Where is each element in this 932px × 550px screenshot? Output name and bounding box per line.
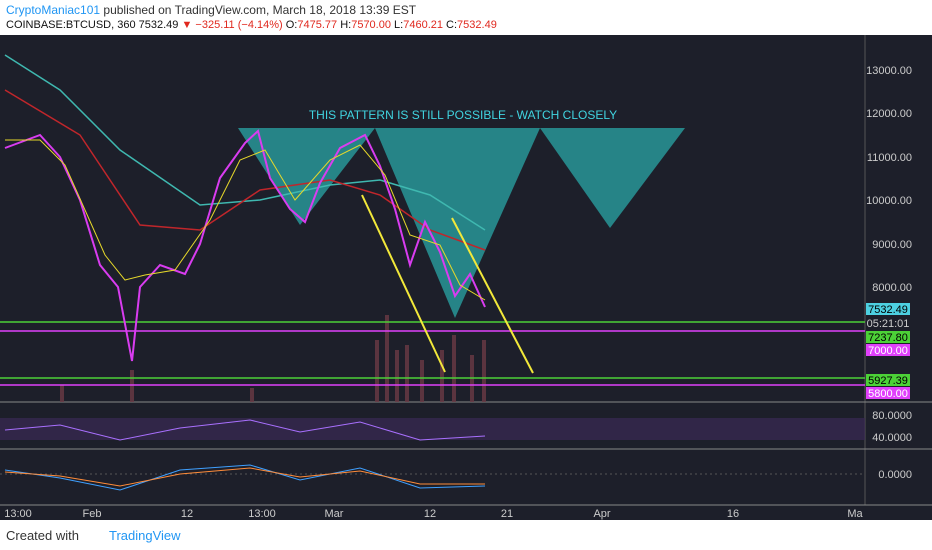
ohlc-key: C: bbox=[446, 19, 458, 31]
ohlc-key: H: bbox=[340, 19, 352, 31]
rsi-label: 40.0000 bbox=[872, 432, 912, 444]
time-label: Mar bbox=[325, 508, 344, 520]
price-tag-bg bbox=[866, 374, 910, 386]
time-label: 12 bbox=[181, 508, 193, 520]
footer: Created with TradingView bbox=[6, 528, 181, 543]
signal-line bbox=[4, 467, 485, 487]
price-tag: 5927.39 bbox=[868, 375, 908, 387]
header-line: CryptoManiac101 published on TradingView… bbox=[6, 3, 416, 17]
price-tag: 5800.00 bbox=[868, 388, 908, 400]
created-with: Created with bbox=[6, 528, 79, 543]
rsi-label: 80.0000 bbox=[872, 410, 912, 422]
ohlc-value: 7460.21 bbox=[403, 19, 443, 31]
time-label: Feb bbox=[83, 508, 102, 520]
ohlc-value: 7475.77 bbox=[297, 19, 338, 31]
price-tag: 05:21:01 bbox=[867, 318, 910, 330]
moving-average bbox=[5, 139, 486, 301]
symbol: COINBASE:BTCUSD, 360 bbox=[6, 19, 136, 31]
price-label: 9000.00 bbox=[872, 239, 912, 251]
price-tag: 7532.49 bbox=[868, 304, 908, 316]
pattern-shoulder bbox=[540, 128, 685, 228]
ohlc-key: O: bbox=[285, 19, 298, 31]
pattern-head bbox=[375, 128, 540, 318]
ohlc: O:7475.77 H:7570.00 L:7460.21 C:7532.49 bbox=[286, 19, 497, 31]
brand[interactable]: TradingView bbox=[108, 528, 181, 543]
chart: THIS PATTERN IS STILL POSSIBLE - WATCH C… bbox=[0, 35, 932, 520]
price-tag-bg bbox=[866, 303, 910, 315]
price-tag-bg bbox=[866, 344, 910, 356]
published: published on TradingView.com, March 18, … bbox=[103, 3, 417, 17]
price-tag-bg bbox=[866, 331, 910, 343]
time-label: 21 bbox=[501, 508, 513, 520]
price-label: 11000.00 bbox=[867, 152, 912, 164]
price-label: 8000.00 bbox=[872, 282, 912, 294]
price-tag-bg bbox=[866, 317, 910, 329]
annotation: THIS PATTERN IS STILL POSSIBLE - WATCH C… bbox=[309, 108, 617, 122]
ohlc-value: 7570.00 bbox=[351, 19, 391, 31]
macd-line bbox=[4, 464, 486, 491]
trend-line bbox=[361, 194, 446, 373]
time-label: 13:00 bbox=[248, 508, 276, 520]
symbol-line: COINBASE:BTCUSD, 360 7532.49 ▼ −325.11 (… bbox=[6, 19, 497, 31]
author[interactable]: CryptoManiac101 bbox=[6, 3, 101, 17]
rsi-line bbox=[4, 419, 486, 441]
last-price: 7532.49 bbox=[138, 19, 179, 31]
moving-average bbox=[4, 89, 486, 251]
time-label: 12 bbox=[424, 508, 436, 520]
price-label: 10000.00 bbox=[866, 195, 912, 207]
time-label: 16 bbox=[727, 508, 739, 520]
macd-label: 0.0000 bbox=[878, 469, 912, 481]
price-tag-bg bbox=[866, 387, 910, 399]
ohlc-value: 7532.49 bbox=[457, 19, 497, 31]
ohlc-key: L: bbox=[394, 19, 404, 31]
volume bbox=[60, 315, 486, 402]
moving-average bbox=[4, 54, 486, 231]
time-label: Ma bbox=[847, 508, 863, 520]
time-label: Apr bbox=[593, 508, 610, 520]
price-label: 12000.00 bbox=[866, 108, 912, 120]
price-tag: 7000.00 bbox=[868, 345, 908, 357]
time-label: 13:00 bbox=[4, 508, 32, 520]
pattern-shoulder bbox=[238, 128, 375, 225]
change: ▼ −325.11 (−4.14%) bbox=[181, 19, 283, 31]
axes: 13000.00 12000.00 11000.00 10000.00 9000.00 8… bbox=[4, 65, 912, 520]
price-line bbox=[4, 129, 486, 362]
price-tag: 7237.80 bbox=[868, 332, 908, 344]
trend-line bbox=[451, 217, 534, 374]
price-label: 13000.00 bbox=[866, 65, 912, 77]
rsi-band bbox=[0, 418, 865, 440]
